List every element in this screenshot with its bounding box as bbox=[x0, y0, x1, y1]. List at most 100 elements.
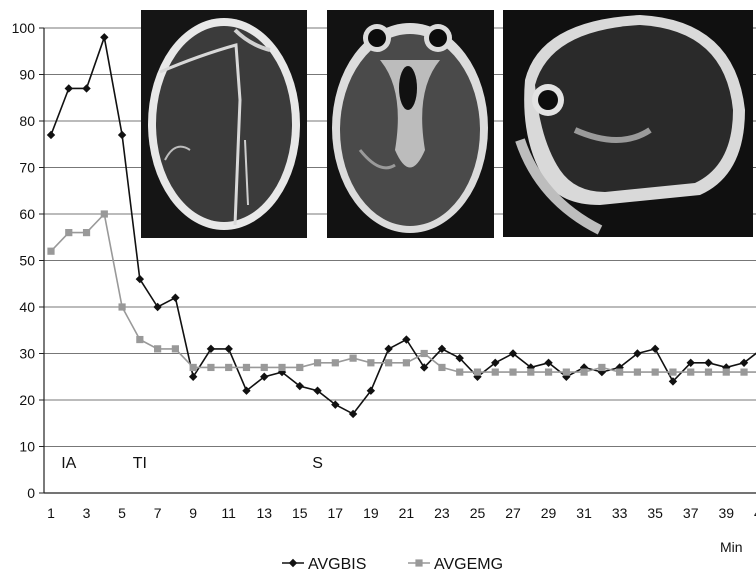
point-avgbis bbox=[739, 358, 749, 367]
legend-label-avgemg: AVGEMG bbox=[434, 556, 503, 572]
y-tick-label: 20 bbox=[19, 392, 35, 408]
point-avgbis bbox=[419, 363, 429, 372]
y-tick-label: 80 bbox=[19, 113, 35, 129]
point-avgbis bbox=[491, 358, 500, 367]
point-avgbis bbox=[100, 33, 109, 42]
point-avgemg bbox=[704, 368, 713, 376]
point-avgbis bbox=[402, 335, 411, 344]
point-avgbis bbox=[153, 302, 162, 312]
point-avgbis bbox=[117, 130, 127, 140]
point-avgemg bbox=[544, 368, 553, 376]
x-tick-label: 23 bbox=[434, 505, 450, 521]
x-tick-label: 3 bbox=[83, 505, 91, 521]
point-avgemg bbox=[207, 363, 215, 372]
x-tick-label: 1 bbox=[47, 505, 55, 521]
series-line-avgemg bbox=[50, 212, 756, 373]
mri-image-sagittal bbox=[503, 10, 753, 237]
point-avgbis bbox=[348, 409, 358, 419]
point-avgemg bbox=[242, 363, 251, 372]
point-avgemg bbox=[82, 229, 91, 237]
point-avgbis bbox=[650, 344, 660, 354]
x-tick-label: 35 bbox=[647, 505, 663, 521]
point-avgbis bbox=[313, 386, 322, 395]
x-tick-label: 19 bbox=[363, 505, 379, 521]
x-tick-label: 7 bbox=[154, 505, 162, 521]
point-avgemg bbox=[491, 368, 499, 376]
x-tick-label: 13 bbox=[256, 505, 272, 521]
phase-label: S bbox=[312, 455, 323, 472]
point-avgemg bbox=[100, 210, 108, 218]
point-avgbis bbox=[686, 358, 695, 367]
x-tick-label: 21 bbox=[399, 505, 415, 521]
point-avgbis bbox=[295, 381, 304, 391]
point-avgbis bbox=[704, 358, 713, 367]
x-tick-label: 5 bbox=[118, 505, 126, 521]
point-avgbis bbox=[366, 386, 376, 395]
x-tick-label: 15 bbox=[292, 505, 308, 521]
y-tick-label: 0 bbox=[27, 485, 35, 501]
point-avgemg bbox=[722, 368, 730, 376]
legend-marker-avgemg bbox=[415, 559, 423, 567]
phase-annotations: IATISSOE bbox=[61, 455, 323, 472]
point-avgemg bbox=[260, 363, 268, 372]
y-tick-label: 60 bbox=[19, 206, 35, 222]
x-tick-label: 9 bbox=[189, 505, 197, 521]
y-tick-label: 50 bbox=[19, 253, 35, 269]
point-avgbis bbox=[384, 344, 393, 354]
x-tick-labels: 1357911131517192123252729313335373941434… bbox=[47, 505, 756, 521]
point-avgbis bbox=[206, 344, 216, 354]
legend: AVGBIS AVGEMG bbox=[282, 556, 503, 572]
point-avgbis bbox=[437, 344, 447, 354]
x-tick-label: 37 bbox=[683, 505, 699, 521]
point-avgbis bbox=[135, 274, 145, 284]
point-avgbis bbox=[188, 372, 198, 381]
point-avgemg bbox=[456, 368, 464, 376]
point-avgbis bbox=[668, 377, 678, 386]
x-axis-label: Min bbox=[720, 539, 743, 555]
point-avgemg bbox=[651, 368, 659, 376]
series-group bbox=[46, 33, 756, 419]
point-avgemg bbox=[669, 368, 677, 376]
point-avgbis bbox=[633, 349, 642, 358]
point-avgemg bbox=[154, 345, 162, 353]
legend-marker-avgbis bbox=[288, 558, 298, 568]
point-avgemg bbox=[65, 229, 73, 237]
point-avgemg bbox=[118, 303, 126, 311]
x-tick-label: 29 bbox=[541, 505, 557, 521]
point-avgemg bbox=[580, 368, 588, 376]
mri-image-axial-1 bbox=[141, 10, 307, 238]
point-avgemg bbox=[740, 368, 748, 376]
point-avgbis bbox=[171, 293, 180, 302]
point-avgemg bbox=[562, 368, 570, 376]
point-avgbis bbox=[82, 84, 91, 93]
legend-label-avgbis: AVGBIS bbox=[308, 556, 366, 572]
point-avgemg bbox=[296, 363, 304, 372]
x-tick-label: 11 bbox=[221, 505, 236, 521]
point-avgemg bbox=[402, 359, 410, 367]
point-avgbis bbox=[64, 84, 73, 93]
point-avgemg bbox=[527, 368, 535, 376]
x-tick-label: 31 bbox=[576, 505, 592, 521]
y-tick-label: 10 bbox=[19, 439, 35, 455]
point-avgemg bbox=[438, 363, 446, 372]
point-avgemg bbox=[349, 354, 357, 362]
point-avgemg bbox=[598, 363, 606, 372]
point-avgemg bbox=[331, 359, 339, 367]
point-avgemg bbox=[385, 359, 393, 367]
y-tick-label: 90 bbox=[19, 67, 35, 83]
x-tick-label: 25 bbox=[470, 505, 486, 521]
point-avgemg bbox=[420, 349, 428, 358]
point-avgbis bbox=[331, 400, 340, 409]
point-avgbis bbox=[508, 349, 518, 358]
point-avgemg bbox=[509, 368, 517, 376]
series-line-avgbis bbox=[50, 34, 756, 415]
point-avgemg bbox=[616, 368, 624, 376]
point-avgemg bbox=[473, 368, 482, 376]
phase-label: IA bbox=[61, 455, 76, 472]
mri-image-axial-2 bbox=[327, 10, 494, 238]
x-tick-label: 41 bbox=[754, 505, 756, 521]
y-tick-label: 100 bbox=[12, 20, 36, 36]
point-avgemg bbox=[687, 368, 695, 376]
x-tick-label: 33 bbox=[612, 505, 628, 521]
point-avgemg bbox=[189, 363, 197, 372]
